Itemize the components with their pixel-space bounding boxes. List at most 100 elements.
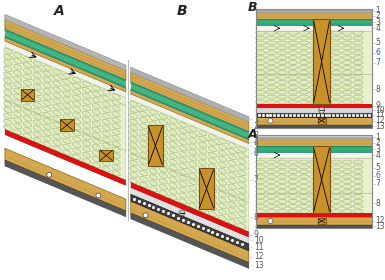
Ellipse shape <box>208 140 217 146</box>
Ellipse shape <box>198 207 207 212</box>
Ellipse shape <box>321 209 330 213</box>
Ellipse shape <box>342 46 352 50</box>
Ellipse shape <box>321 95 330 99</box>
Ellipse shape <box>43 89 51 94</box>
Ellipse shape <box>130 113 138 118</box>
Ellipse shape <box>82 87 91 93</box>
Ellipse shape <box>228 214 236 219</box>
Ellipse shape <box>4 66 12 72</box>
Ellipse shape <box>353 56 363 60</box>
Ellipse shape <box>189 197 197 202</box>
Ellipse shape <box>23 80 32 86</box>
Ellipse shape <box>342 175 352 179</box>
Ellipse shape <box>288 160 298 164</box>
Ellipse shape <box>208 193 217 199</box>
Ellipse shape <box>277 160 287 164</box>
Ellipse shape <box>299 185 309 188</box>
Ellipse shape <box>277 194 287 198</box>
Text: 13: 13 <box>376 122 385 130</box>
Text: A: A <box>54 4 64 18</box>
Ellipse shape <box>112 153 120 158</box>
Ellipse shape <box>112 118 120 123</box>
Ellipse shape <box>53 122 61 128</box>
Ellipse shape <box>256 194 266 198</box>
Ellipse shape <box>299 90 309 94</box>
Ellipse shape <box>198 189 207 195</box>
Ellipse shape <box>310 165 320 169</box>
Ellipse shape <box>331 95 341 99</box>
Bar <box>256 193 372 213</box>
Ellipse shape <box>228 190 236 195</box>
Ellipse shape <box>310 46 320 50</box>
Ellipse shape <box>353 66 363 69</box>
Ellipse shape <box>342 209 352 213</box>
Ellipse shape <box>112 112 120 117</box>
Polygon shape <box>131 87 249 140</box>
Polygon shape <box>131 194 249 251</box>
Ellipse shape <box>321 190 330 193</box>
Ellipse shape <box>33 132 42 137</box>
Bar <box>256 217 372 225</box>
Ellipse shape <box>189 191 197 197</box>
Ellipse shape <box>353 100 363 104</box>
Ellipse shape <box>43 130 51 135</box>
Ellipse shape <box>179 163 187 169</box>
Ellipse shape <box>310 160 320 164</box>
Ellipse shape <box>33 73 42 78</box>
Ellipse shape <box>256 80 266 84</box>
Ellipse shape <box>208 152 217 157</box>
Ellipse shape <box>321 61 330 65</box>
Ellipse shape <box>179 193 187 198</box>
Ellipse shape <box>218 204 226 209</box>
Ellipse shape <box>102 161 110 166</box>
Bar <box>256 136 372 139</box>
Ellipse shape <box>331 85 341 89</box>
Ellipse shape <box>299 180 309 184</box>
Text: 1: 1 <box>376 6 380 15</box>
Ellipse shape <box>310 100 320 104</box>
Ellipse shape <box>92 139 100 144</box>
Polygon shape <box>5 160 126 217</box>
Ellipse shape <box>342 194 352 198</box>
Ellipse shape <box>310 209 320 213</box>
Ellipse shape <box>33 61 42 66</box>
Ellipse shape <box>13 118 22 123</box>
Ellipse shape <box>208 170 217 175</box>
Ellipse shape <box>23 110 32 115</box>
Polygon shape <box>5 15 126 70</box>
Ellipse shape <box>72 95 81 101</box>
Ellipse shape <box>53 81 61 86</box>
Ellipse shape <box>321 51 330 55</box>
Ellipse shape <box>53 128 61 134</box>
Ellipse shape <box>4 90 12 95</box>
Ellipse shape <box>82 99 91 105</box>
Ellipse shape <box>353 209 363 213</box>
Ellipse shape <box>82 129 91 134</box>
Ellipse shape <box>159 179 167 184</box>
Ellipse shape <box>23 63 32 68</box>
Ellipse shape <box>288 165 298 169</box>
Ellipse shape <box>149 186 157 192</box>
Ellipse shape <box>310 199 320 203</box>
Ellipse shape <box>198 154 207 159</box>
Ellipse shape <box>23 128 32 133</box>
Ellipse shape <box>139 106 148 111</box>
Bar <box>256 21 372 23</box>
Ellipse shape <box>342 100 352 104</box>
Ellipse shape <box>43 71 51 76</box>
Ellipse shape <box>277 170 287 174</box>
Ellipse shape <box>342 66 352 69</box>
Ellipse shape <box>299 100 309 104</box>
Ellipse shape <box>112 171 120 176</box>
Ellipse shape <box>159 120 167 125</box>
Ellipse shape <box>130 107 138 113</box>
Ellipse shape <box>189 162 197 167</box>
Ellipse shape <box>277 46 287 50</box>
Ellipse shape <box>321 31 330 35</box>
Circle shape <box>319 108 325 113</box>
Ellipse shape <box>53 140 61 145</box>
Ellipse shape <box>4 60 12 66</box>
Ellipse shape <box>23 122 32 127</box>
Ellipse shape <box>179 146 187 151</box>
Ellipse shape <box>189 156 197 161</box>
